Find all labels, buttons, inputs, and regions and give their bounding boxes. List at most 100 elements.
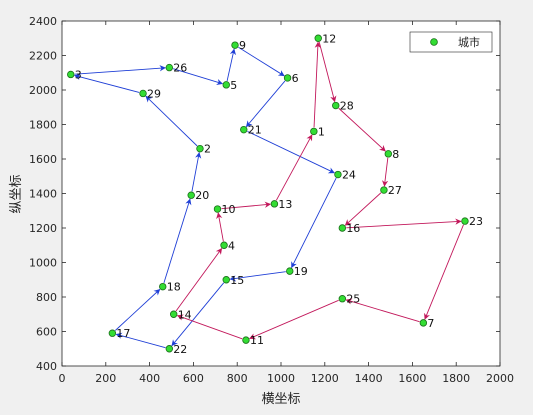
city-label-17: 17 <box>116 327 130 340</box>
y-tick-label: 2200 <box>29 50 57 63</box>
city-points <box>67 34 469 353</box>
route-segment-3-26 <box>74 65 166 75</box>
route-segment-26-5 <box>173 68 224 86</box>
x-tick-label: 1600 <box>398 372 426 385</box>
axes-background <box>62 21 500 366</box>
city-labels: 1245678911121314151617181920212223242526… <box>75 32 483 356</box>
y-tick-label: 800 <box>36 291 57 304</box>
city-label-6: 6 <box>292 72 299 85</box>
legend-label: 城市 <box>458 35 480 49</box>
y-tick-label: 1800 <box>29 119 57 132</box>
x-tick-label: 600 <box>183 372 204 385</box>
city-point-2 <box>196 144 204 153</box>
city-point-8 <box>384 150 393 158</box>
city-point-17 <box>108 329 117 337</box>
city-label-11: 11 <box>250 334 264 347</box>
route-lines <box>74 41 464 349</box>
route-segment-25-11 <box>249 299 339 340</box>
route-segment-23-7 <box>424 224 464 320</box>
city-label-9: 9 <box>239 39 246 52</box>
route-segment-5-9 <box>226 48 237 82</box>
y-tick-label: 1000 <box>29 257 57 270</box>
route-segment-1-12 <box>313 41 321 128</box>
city-point-29 <box>139 89 147 98</box>
route-segment-17-18 <box>115 288 161 331</box>
route-segment-28-8 <box>338 107 386 152</box>
route-segment-22-17 <box>115 332 166 349</box>
city-point-6 <box>283 74 292 82</box>
legend-marker <box>430 38 438 46</box>
x-tick-label: 200 <box>95 372 116 385</box>
city-label-1: 1 <box>318 125 325 138</box>
city-point-5 <box>222 81 230 89</box>
route-segment-29-3 <box>74 73 140 93</box>
route-segment-6-21 <box>245 80 286 128</box>
city-label-27: 27 <box>388 184 402 197</box>
city-point-13 <box>270 200 279 208</box>
route-segment-16-23 <box>346 218 462 229</box>
x-tick-label: 1000 <box>267 372 295 385</box>
route-segment-8-27 <box>381 157 389 187</box>
city-point-26 <box>165 63 174 72</box>
y-tick-label: 2000 <box>29 84 57 97</box>
y-tick-label: 400 <box>36 360 57 373</box>
city-point-24 <box>334 170 342 179</box>
x-tick-label: 1200 <box>311 372 339 385</box>
city-point-18 <box>159 282 167 291</box>
city-point-15 <box>222 276 230 284</box>
route-segment-9-6 <box>238 46 285 77</box>
route-segment-24-19 <box>291 177 337 269</box>
city-label-23: 23 <box>469 215 483 228</box>
city-point-19 <box>286 267 294 275</box>
route-segment-12-28 <box>318 42 337 103</box>
city-label-3: 3 <box>75 68 82 81</box>
city-point-25 <box>338 295 347 303</box>
city-label-13: 13 <box>278 198 292 211</box>
x-axis-label: 横坐标 <box>261 392 300 407</box>
city-label-28: 28 <box>340 100 354 113</box>
y-axis-ticks: 400 600 800 1000 1200 1400 1600 1800 2000 2200 240… <box>29 15 500 373</box>
route-segment-15-22 <box>171 282 225 347</box>
city-point-23 <box>461 217 469 225</box>
city-label-25: 25 <box>346 293 360 306</box>
city-label-29: 29 <box>147 87 161 100</box>
y-tick-label: 1400 <box>29 188 57 201</box>
city-label-20: 20 <box>195 189 209 202</box>
legend-box <box>409 31 493 53</box>
city-point-11 <box>242 336 250 344</box>
x-tick-label: 1400 <box>355 372 383 385</box>
city-label-16: 16 <box>346 222 360 235</box>
city-label-14: 14 <box>178 308 192 321</box>
x-tick-label: 800 <box>227 372 248 385</box>
city-label-5: 5 <box>230 79 237 92</box>
route-segment-10-13 <box>221 201 272 210</box>
route-segment-18-20 <box>163 198 192 283</box>
city-label-19: 19 <box>294 265 308 278</box>
y-tick-label: 2400 <box>29 15 57 28</box>
city-point-12 <box>314 34 322 42</box>
route-segment-20-2 <box>191 151 202 192</box>
city-label-12: 12 <box>322 32 336 45</box>
route-segment-19-15 <box>229 271 286 282</box>
city-point-21 <box>240 125 248 134</box>
city-point-10 <box>213 205 222 213</box>
city-label-2: 2 <box>204 143 211 156</box>
y-axis-label: 纵坐标 <box>9 174 24 213</box>
city-point-9 <box>231 41 239 49</box>
route-segment-7-25 <box>345 298 420 323</box>
route-segment-14-4 <box>175 247 223 312</box>
route-segment-13-1 <box>275 134 313 201</box>
city-label-26: 26 <box>173 62 187 75</box>
x-axis-ticks: 0 200 400 600 800 1000 1200 1400 1600 1800 2000 <box>59 21 514 385</box>
city-point-7 <box>419 319 428 327</box>
x-tick-label: 2000 <box>486 372 514 385</box>
city-point-3 <box>67 70 75 79</box>
city-label-22: 22 <box>173 343 187 356</box>
x-tick-label: 0 <box>59 372 66 385</box>
route-segment-21-24 <box>247 130 335 174</box>
y-tick-label: 1600 <box>29 153 57 166</box>
city-label-8: 8 <box>392 148 399 161</box>
city-label-15: 15 <box>230 274 244 287</box>
